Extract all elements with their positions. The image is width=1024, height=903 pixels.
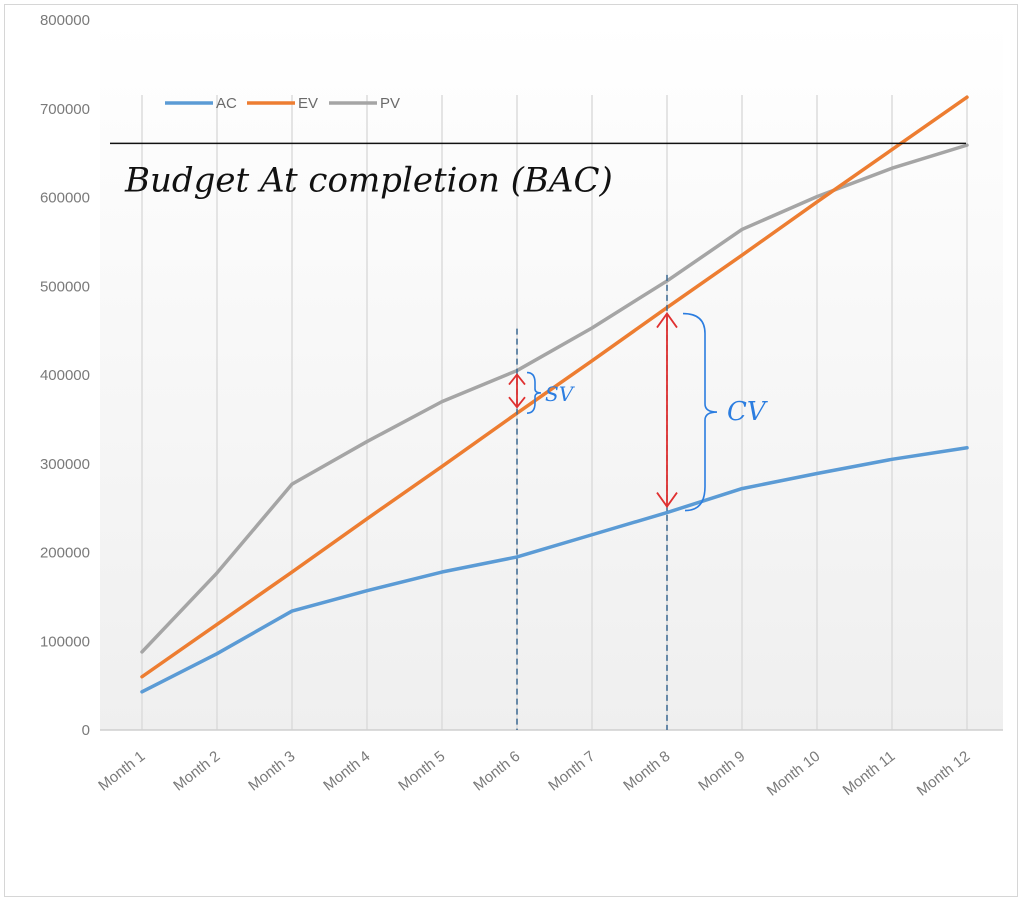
y-tick-label: 400000 <box>40 367 90 384</box>
y-tick-label: 600000 <box>40 190 90 207</box>
x-tick-label: Month 9 <box>695 748 748 795</box>
y-tick-label: 800000 <box>40 12 90 29</box>
legend-label-pv: PV <box>380 95 400 112</box>
x-tick-label: Month 3 <box>245 748 298 795</box>
cv-arrow-head-bottom <box>656 492 678 509</box>
y-tick-label: 700000 <box>40 101 90 118</box>
x-tick-label: Month 6 <box>470 748 523 795</box>
legend-label-ac: AC <box>216 95 237 112</box>
x-tick-label: Month 1 <box>95 748 148 795</box>
sv-brace <box>526 371 542 414</box>
cv-label: CV <box>727 397 768 427</box>
y-tick-label: 500000 <box>40 278 90 295</box>
y-tick-label: 200000 <box>40 545 90 562</box>
y-axis: 0 100000 200000 300000 400000 500000 600000 700… <box>40 12 90 739</box>
x-tick-label: Month 10 <box>764 748 824 800</box>
sv-arrow-head-top <box>508 373 526 386</box>
legend: AC EV PV <box>165 95 400 112</box>
y-tick-label: 0 <box>82 722 90 739</box>
sv-label: SV <box>545 382 576 406</box>
x-tick-label: Month 2 <box>170 748 223 795</box>
sv-arrow-head-bottom <box>508 396 526 409</box>
x-tick-label: Month 12 <box>914 748 974 800</box>
bac-label: Budget At completion (BAC) <box>124 160 613 200</box>
legend-label-ev: EV <box>298 95 318 112</box>
cv-arrow-head-top <box>656 312 678 329</box>
x-tick-label: Month 5 <box>395 748 448 795</box>
plot-background <box>100 20 1003 730</box>
series-line-ac <box>140 446 969 694</box>
x-tick-label: Month 7 <box>545 748 598 795</box>
x-tick-label: Month 8 <box>620 748 673 795</box>
series-line-ev <box>140 95 969 679</box>
series-group <box>140 95 969 694</box>
cv-brace <box>682 312 718 512</box>
x-tick-label: Month 11 <box>840 748 899 799</box>
x-tick-label: Month 4 <box>320 748 373 795</box>
handwritten-annotations: Budget At completion (BAC) SV CV <box>110 142 966 730</box>
y-tick-label: 100000 <box>40 633 90 650</box>
x-axis: Month 1 Month 2 Month 3 Month 4 Month 5 Month… <box>95 729 1003 800</box>
y-tick-label: 300000 <box>40 456 90 473</box>
